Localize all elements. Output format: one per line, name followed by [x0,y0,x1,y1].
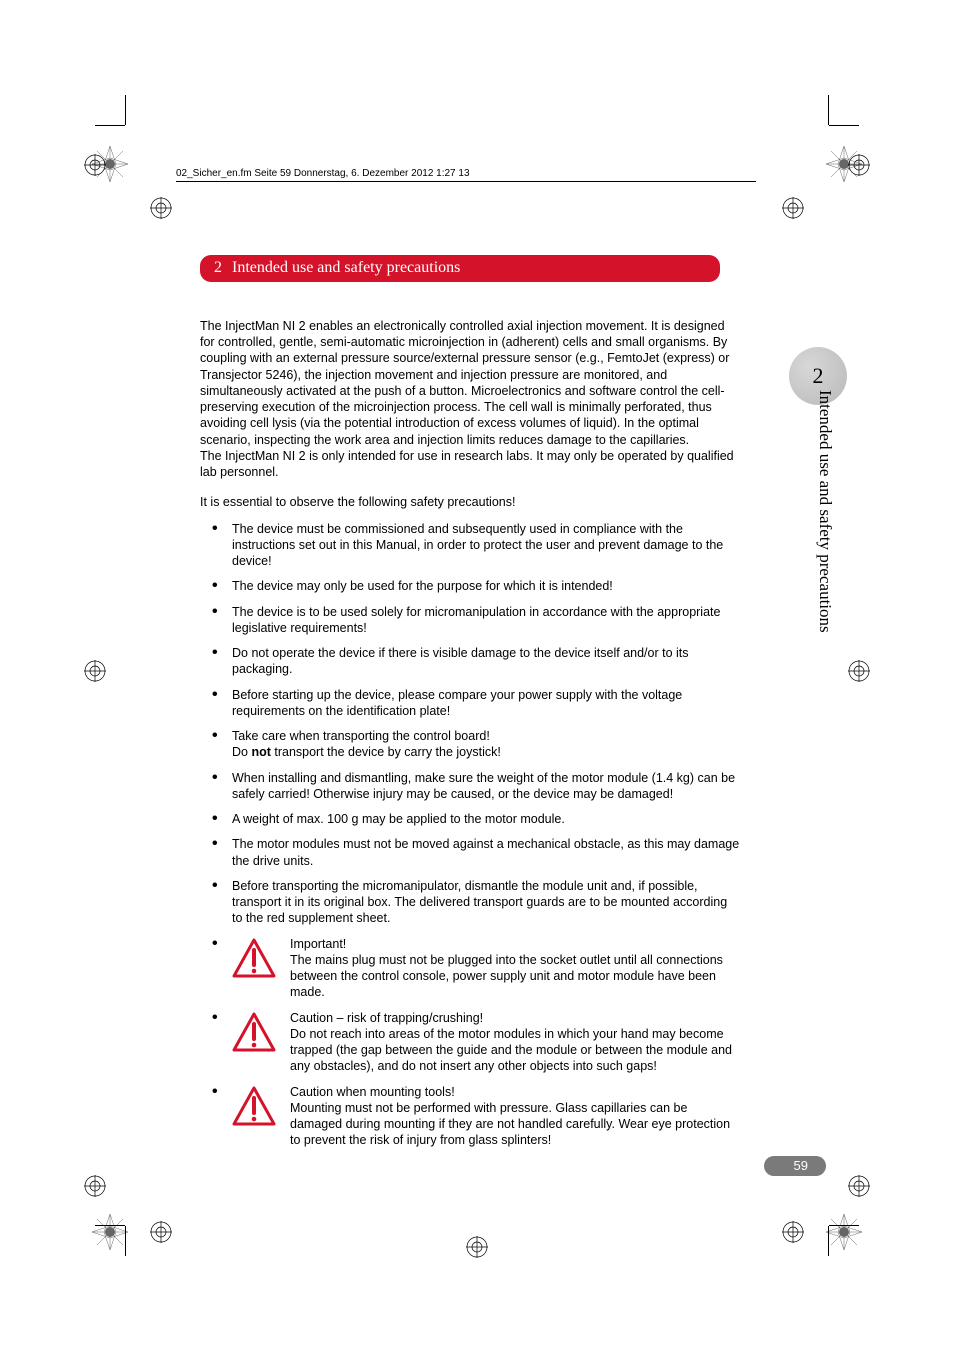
registration-mark-icon [848,154,870,176]
page-number-badge: 59 [764,1156,826,1176]
registration-mark-icon [84,660,106,682]
list-item: The motor modules must not be moved agai… [200,836,740,869]
registration-mark-icon [84,1175,106,1197]
registration-mark-icon [782,197,804,219]
list-item: Before transporting the micromanipulator… [200,878,740,927]
crop-mark [125,125,165,165]
warning-triangle-icon [232,1012,282,1056]
warning-title: Important! [290,936,740,952]
print-sunburst-icon [826,1214,862,1250]
print-header-line: 02_Sicher_en.fm Seite 59 Donnerstag, 6. … [176,168,756,182]
list-item: Do not operate the device if there is vi… [200,645,740,678]
list-item: The device is to be used solely for micr… [200,604,740,637]
registration-mark-icon [150,197,172,219]
section-title: Intended use and safety precautions [232,259,460,276]
warning-item: Caution when mounting tools! Mounting mu… [200,1084,740,1149]
side-chapter-title: Intended use and safety precautions [815,390,835,633]
warning-triangle-icon [232,1086,282,1130]
registration-mark-icon [466,1236,488,1258]
warning-body: Do not reach into areas of the motor mod… [290,1026,740,1075]
warning-item: Important! The mains plug must not be pl… [200,936,740,1001]
page-content: 2 Intended use and safety precautions The… [200,255,740,1158]
warning-triangle-icon [232,938,282,982]
crop-mark [125,1186,165,1226]
warning-item: Caution – risk of trapping/crushing! Do … [200,1010,740,1075]
warning-body: The mains plug must not be plugged into … [290,952,740,1001]
section-number: 2 [214,258,222,279]
warning-body: Mounting must not be performed with pres… [290,1100,740,1149]
list-item: When installing and dismantling, make su… [200,770,740,803]
intro-paragraph: The InjectMan NI 2 enables an electronic… [200,318,740,481]
registration-mark-icon [150,1221,172,1243]
section-header: 2 Intended use and safety precautions [200,255,720,282]
registration-mark-icon [782,1221,804,1243]
print-sunburst-icon [92,1214,128,1250]
safety-intro-line: It is essential to observe the following… [200,494,740,510]
list-item: The device must be commissioned and subs… [200,521,740,570]
list-item: A weight of max. 100 g may be applied to… [200,811,740,827]
registration-mark-icon [848,660,870,682]
safety-bullet-list: The device must be commissioned and subs… [200,521,740,927]
warning-title: Caution when mounting tools! [290,1084,740,1100]
list-item: Take care when transporting the control … [200,728,740,761]
registration-mark-icon [848,1175,870,1197]
list-item: Before starting up the device, please co… [200,687,740,720]
warning-title: Caution – risk of trapping/crushing! [290,1010,740,1026]
crop-mark [789,1186,829,1226]
registration-mark-icon [84,154,106,176]
crop-mark [789,125,829,165]
list-item: The device may only be used for the purp… [200,578,740,594]
